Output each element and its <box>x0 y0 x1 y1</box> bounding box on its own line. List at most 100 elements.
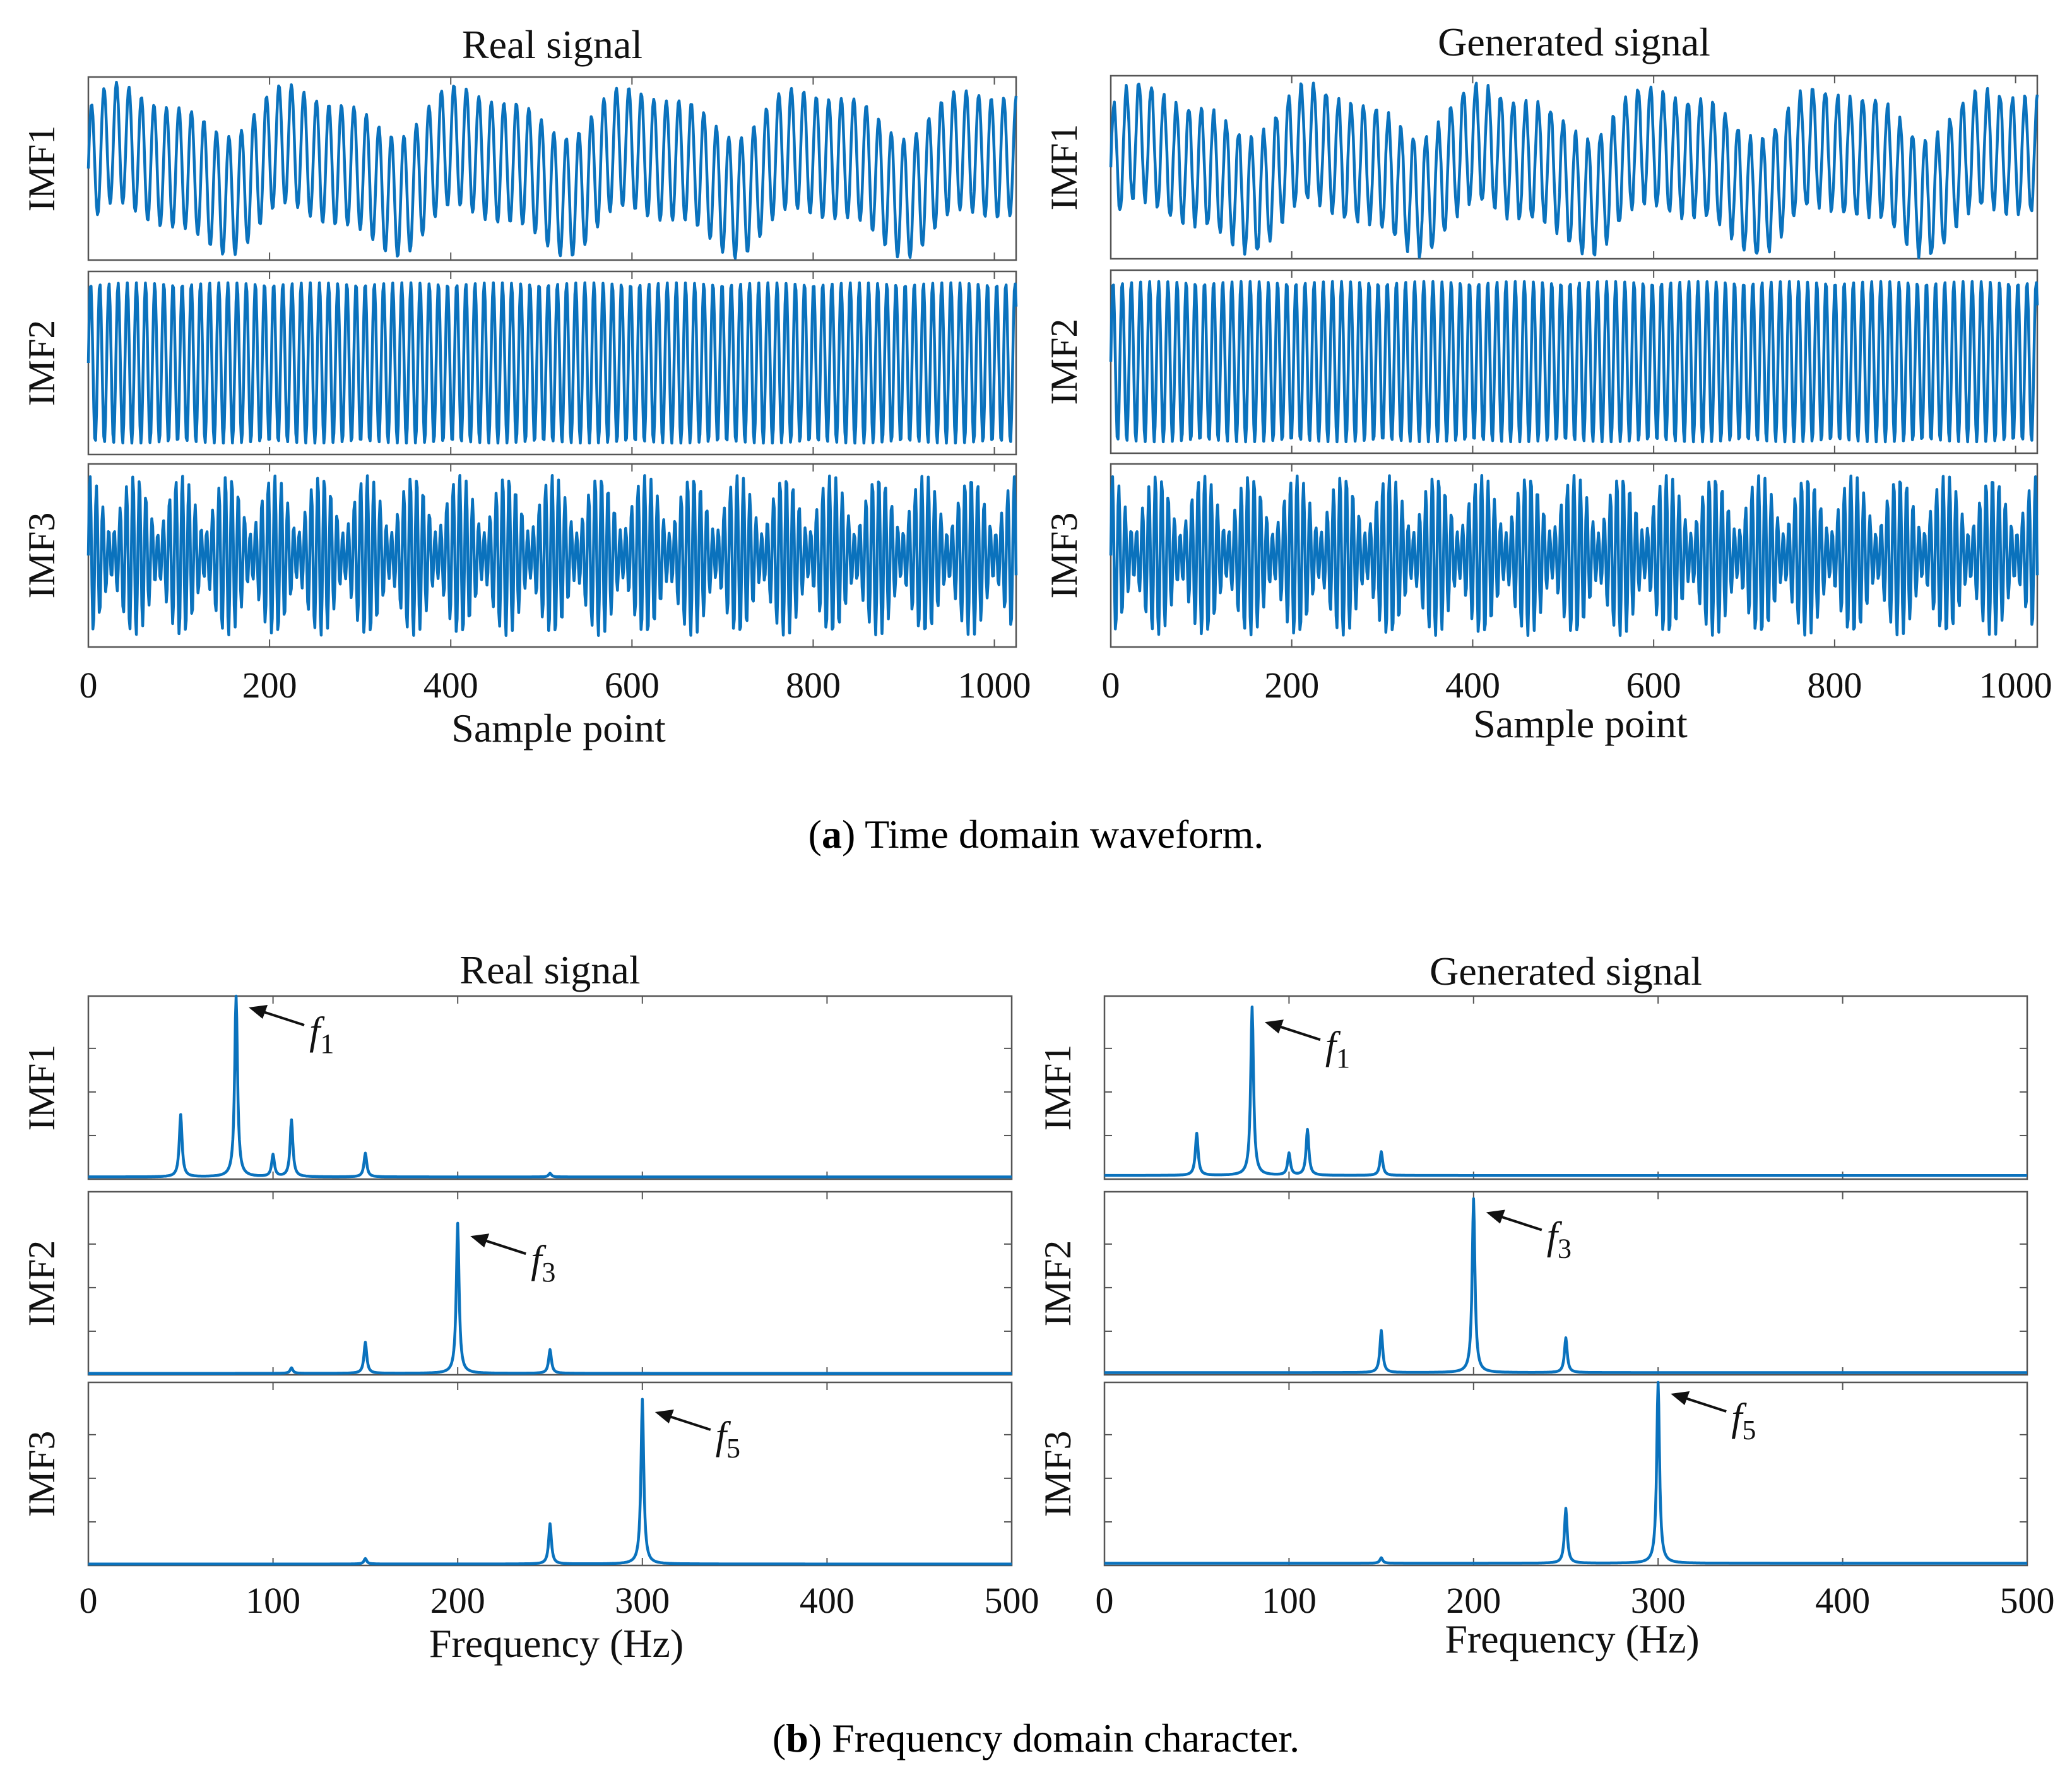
panel-label: IMF1 <box>1043 124 1085 211</box>
annotation-label: f3 <box>1547 1215 1572 1264</box>
panel-label: IMF3 <box>1043 513 1085 599</box>
annotation-label: f1 <box>309 1010 334 1059</box>
panel-label: IMF3 <box>21 513 62 599</box>
panel-label: IMF2 <box>21 1240 62 1327</box>
chart-title: Real signal <box>462 22 642 67</box>
series-line <box>1109 81 2039 259</box>
panel-imf1: IMF1 <box>21 76 1018 261</box>
x-tick-label: 600 <box>1626 665 1681 706</box>
chart-freq-generated: Generated signal IMF1 f1 IMF2 f3 IMF3 f5 0 100 20… <box>1037 949 2055 1661</box>
panel-frame <box>87 995 1013 1180</box>
panel-frame <box>87 1381 1013 1567</box>
peak-annotation-f1: f1 <box>1264 1019 1350 1074</box>
x-axis-label: Frequency (Hz) <box>429 1621 684 1666</box>
x-tick-label: 500 <box>2000 1580 2055 1621</box>
caption-a: (a) Time domain waveform. <box>808 812 1264 857</box>
x-tick-label: 300 <box>1631 1580 1686 1621</box>
annotation-arrowhead <box>249 1005 268 1019</box>
panel-frame <box>1103 1190 2028 1376</box>
x-tick-label: 400 <box>800 1580 855 1621</box>
annotation-label: f5 <box>716 1415 740 1464</box>
x-tick-label: 100 <box>1262 1580 1317 1621</box>
chart-title: Generated signal <box>1430 949 1702 994</box>
x-axis-label: Sample point <box>451 706 666 751</box>
caption-a-letter: a <box>821 812 842 857</box>
x-tick-label: 400 <box>423 665 478 706</box>
series-line <box>86 80 1018 260</box>
panel-imf3: IMF3 f5 <box>21 1381 1013 1567</box>
annotation-arrow <box>663 1413 711 1431</box>
panel-frame <box>87 1190 1013 1376</box>
annotation-label: f1 <box>1325 1024 1350 1074</box>
series-line <box>87 994 1013 1178</box>
caption-b-letter: b <box>786 1716 808 1760</box>
x-tick-label: 800 <box>1807 665 1862 706</box>
panel-imf2: IMF2 f3 <box>1037 1190 2028 1376</box>
caption-a-text: Time domain waveform. <box>855 812 1264 857</box>
series-line <box>1103 1005 2028 1177</box>
x-tick-label: 200 <box>1446 1580 1501 1621</box>
panel-imf1: IMF1 f1 <box>1037 995 2028 1180</box>
caption-b-text: Frequency domain character. <box>822 1716 1300 1760</box>
annotation-arrowhead <box>470 1233 490 1248</box>
annotation-arrow <box>1679 1395 1727 1413</box>
series-line <box>86 474 1018 637</box>
peak-annotation-f3: f3 <box>1486 1209 1572 1264</box>
panel-label: IMF1 <box>21 126 62 212</box>
annotation-arrowhead <box>654 1410 674 1423</box>
chart-title: Real signal <box>459 947 640 992</box>
panel-imf2: IMF2 f3 <box>21 1190 1013 1376</box>
annotation-arrow <box>478 1237 526 1256</box>
series-line <box>1109 280 2039 444</box>
peak-annotation-f3: f3 <box>470 1233 555 1288</box>
x-tick-label: 400 <box>1815 1580 1870 1621</box>
panel-imf3: IMF3 <box>1043 463 2039 648</box>
chart-time-real: Real signal IMF1 IMF2 IMF3 0 200 400 600 800 1000… <box>21 22 1031 751</box>
x-tick-label: 300 <box>615 1580 670 1621</box>
annotation-arrow <box>257 1009 305 1026</box>
x-tick-label: 500 <box>985 1580 1039 1621</box>
panel-label: IMF2 <box>21 320 62 407</box>
series-line <box>87 1398 1013 1565</box>
x-tick-label: 200 <box>1264 665 1319 706</box>
x-tick-label: 0 <box>80 1580 98 1621</box>
annotation-arrowhead <box>1486 1209 1505 1224</box>
peak-annotation-f5: f5 <box>1671 1391 1756 1446</box>
annotation-arrowhead <box>1671 1391 1690 1405</box>
x-tick-label: 1000 <box>958 665 1031 706</box>
annotation-label: f3 <box>531 1238 555 1288</box>
chart-title: Generated signal <box>1438 20 1710 64</box>
panel-imf1: IMF1 <box>1043 74 2039 260</box>
panel-label: IMF3 <box>1037 1431 1079 1517</box>
x-tick-label: 0 <box>80 665 98 706</box>
x-tick-label: 0 <box>1096 1580 1114 1621</box>
panel-frame <box>1103 995 2028 1180</box>
series-line <box>87 1221 1013 1375</box>
x-tick-label: 0 <box>1102 665 1120 706</box>
panel-label: IMF3 <box>21 1431 62 1517</box>
series-line <box>1103 1380 2028 1565</box>
peak-annotation-f5: f5 <box>654 1410 740 1464</box>
peak-annotation-f1: f1 <box>249 1005 334 1059</box>
annotation-label: f5 <box>1731 1396 1756 1446</box>
panel-label: IMF1 <box>21 1045 62 1131</box>
panel-imf1: IMF1 f1 <box>21 994 1013 1180</box>
series-line <box>86 281 1018 445</box>
x-tick-label: 200 <box>430 1580 485 1621</box>
x-tick-label: 100 <box>246 1580 300 1621</box>
x-tick-label: 200 <box>242 665 297 706</box>
caption-b: (b) Frequency domain character. <box>772 1716 1300 1760</box>
panel-label: IMF1 <box>1037 1045 1079 1131</box>
panel-imf2: IMF2 <box>21 270 1018 456</box>
panel-label: IMF2 <box>1043 319 1085 405</box>
panel-imf3: IMF3 <box>21 463 1018 648</box>
annotation-arrow <box>1273 1023 1321 1042</box>
x-axis-label: Frequency (Hz) <box>1445 1617 1699 1661</box>
panel-imf2: IMF2 <box>1043 269 2039 454</box>
panel-imf3: IMF3 f5 <box>1037 1380 2028 1567</box>
series-line <box>1103 1197 2028 1374</box>
x-tick-label: 1000 <box>1979 665 2052 706</box>
x-axis-label: Sample point <box>1473 701 1688 746</box>
annotation-arrow <box>1495 1213 1542 1232</box>
